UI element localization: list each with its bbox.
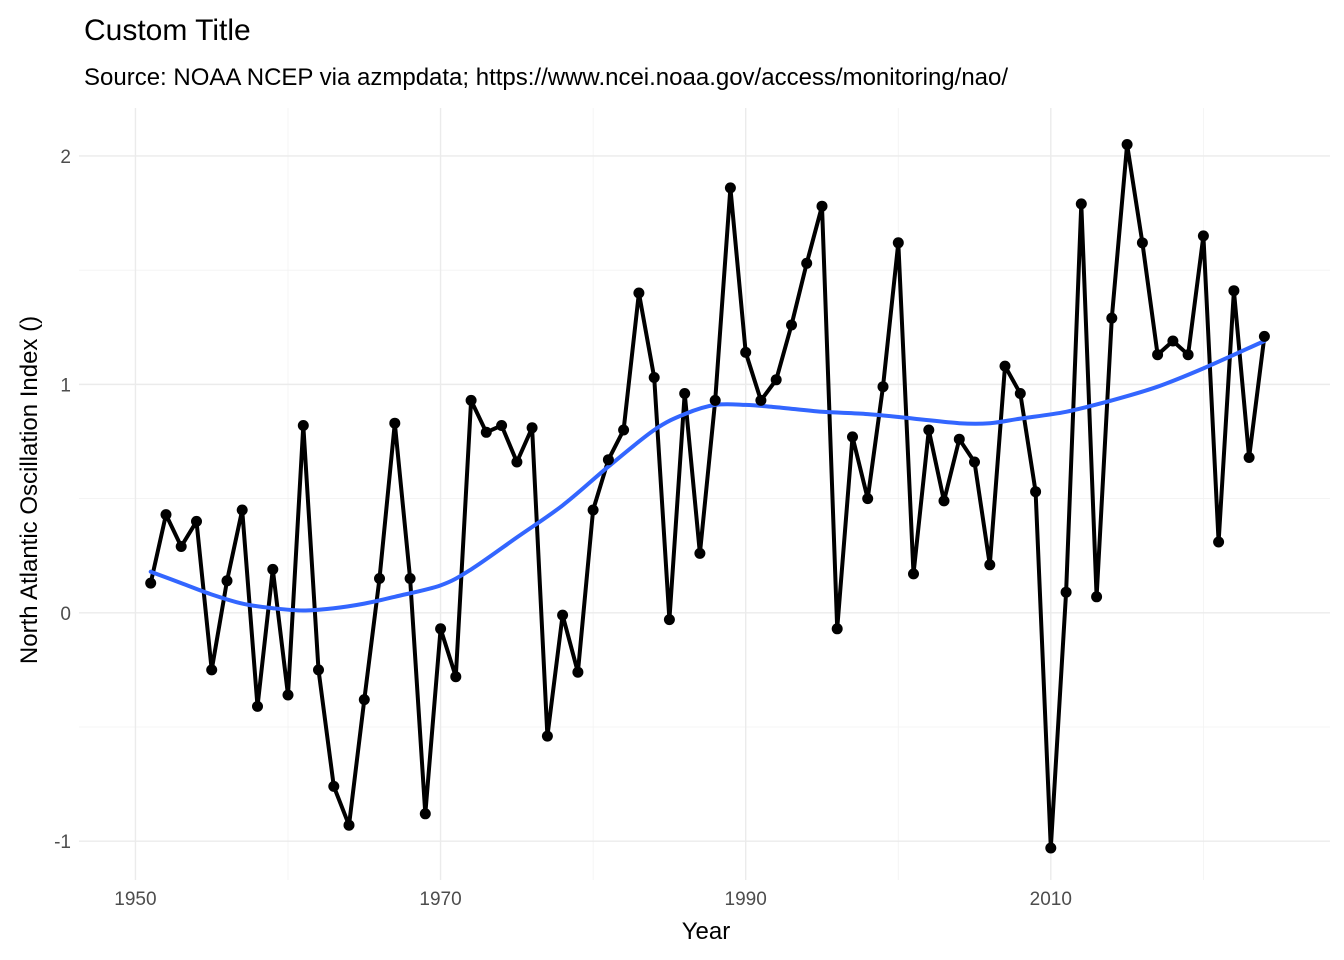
data-point <box>648 372 660 383</box>
data-point <box>801 257 813 269</box>
data-point <box>1091 591 1103 603</box>
data-point <box>1136 237 1148 249</box>
data-point <box>694 547 706 559</box>
data-point <box>679 388 691 399</box>
data-point <box>389 417 401 429</box>
tick-labels: 1950 1970 1990 2010 -1 0 1 2 <box>54 147 1072 910</box>
data-point <box>663 614 675 626</box>
data-point <box>1243 452 1255 463</box>
data-point <box>618 424 630 436</box>
y-tick-label: 0 <box>60 604 71 625</box>
data-point <box>831 623 843 635</box>
data-point <box>343 819 355 831</box>
data-point <box>1182 349 1194 361</box>
data-point <box>1167 335 1179 347</box>
data-point <box>267 563 279 575</box>
data-point <box>145 577 157 589</box>
data-point <box>450 671 462 683</box>
data-point <box>572 666 584 678</box>
data-point <box>953 433 965 445</box>
data-point <box>755 394 767 406</box>
data-point <box>419 808 431 820</box>
x-tick-label: 1970 <box>419 889 461 910</box>
data-point <box>587 504 599 516</box>
data-point <box>892 237 904 249</box>
data-point <box>1045 842 1057 854</box>
data-point <box>282 689 294 701</box>
data-point <box>541 730 553 742</box>
data-point <box>526 422 538 434</box>
data-point <box>1228 285 1240 297</box>
data-point <box>908 568 919 580</box>
data-point <box>297 420 309 431</box>
data-point <box>877 381 889 393</box>
data-point <box>221 575 233 587</box>
y-tick-label: -1 <box>54 832 71 853</box>
y-axis-title: North Atlantic Oscillation Index () <box>16 316 43 664</box>
data-point <box>252 700 263 712</box>
data-point <box>557 609 569 621</box>
data-point <box>1213 536 1225 548</box>
chart-subtitle: Source: NOAA NCEP via azmpdata; https://… <box>84 64 1008 91</box>
data-point <box>175 541 187 552</box>
data-point <box>480 426 492 438</box>
data-point <box>786 319 797 331</box>
data-point <box>847 431 858 443</box>
x-tick-label: 1990 <box>725 889 767 910</box>
data-point <box>374 573 385 584</box>
data-point <box>770 374 782 386</box>
chart-title: Custom Title <box>84 14 251 47</box>
data-point <box>358 694 370 706</box>
x-tick-label: 2010 <box>1030 889 1072 910</box>
data-point <box>1075 198 1087 210</box>
data-point <box>633 287 645 299</box>
data-point <box>160 509 172 521</box>
data-point <box>511 456 523 468</box>
data-point <box>236 504 248 516</box>
data-point <box>923 424 935 436</box>
data-point <box>1106 312 1118 324</box>
data-point <box>465 394 477 406</box>
data-point <box>724 182 736 194</box>
observed-series-line <box>148 142 1267 850</box>
smoothed-trend-line <box>148 339 1267 613</box>
data-point <box>1258 330 1270 342</box>
data-point <box>328 780 340 792</box>
data-point <box>709 394 721 406</box>
y-tick-label: 2 <box>60 147 71 168</box>
data-point <box>404 573 416 584</box>
data-point <box>984 559 996 571</box>
data-point <box>816 200 828 212</box>
data-point <box>938 495 950 507</box>
data-point <box>1121 139 1133 150</box>
data-point <box>740 346 752 358</box>
data-point <box>1060 586 1072 598</box>
data-point <box>496 420 508 431</box>
data-point <box>435 623 447 635</box>
data-point <box>1152 349 1164 361</box>
y-tick-label: 1 <box>60 375 71 396</box>
data-point <box>313 664 324 676</box>
data-point <box>969 456 980 468</box>
data-point <box>206 664 218 676</box>
data-point <box>1014 388 1026 399</box>
observed-points <box>145 139 1270 854</box>
x-axis-title: Year <box>682 918 731 945</box>
x-tick-label: 1950 <box>114 889 156 910</box>
data-point <box>1197 230 1209 242</box>
data-point <box>999 360 1011 372</box>
data-point <box>862 493 874 505</box>
data-point <box>191 515 202 527</box>
data-point <box>1030 486 1042 498</box>
data-point <box>602 454 614 466</box>
